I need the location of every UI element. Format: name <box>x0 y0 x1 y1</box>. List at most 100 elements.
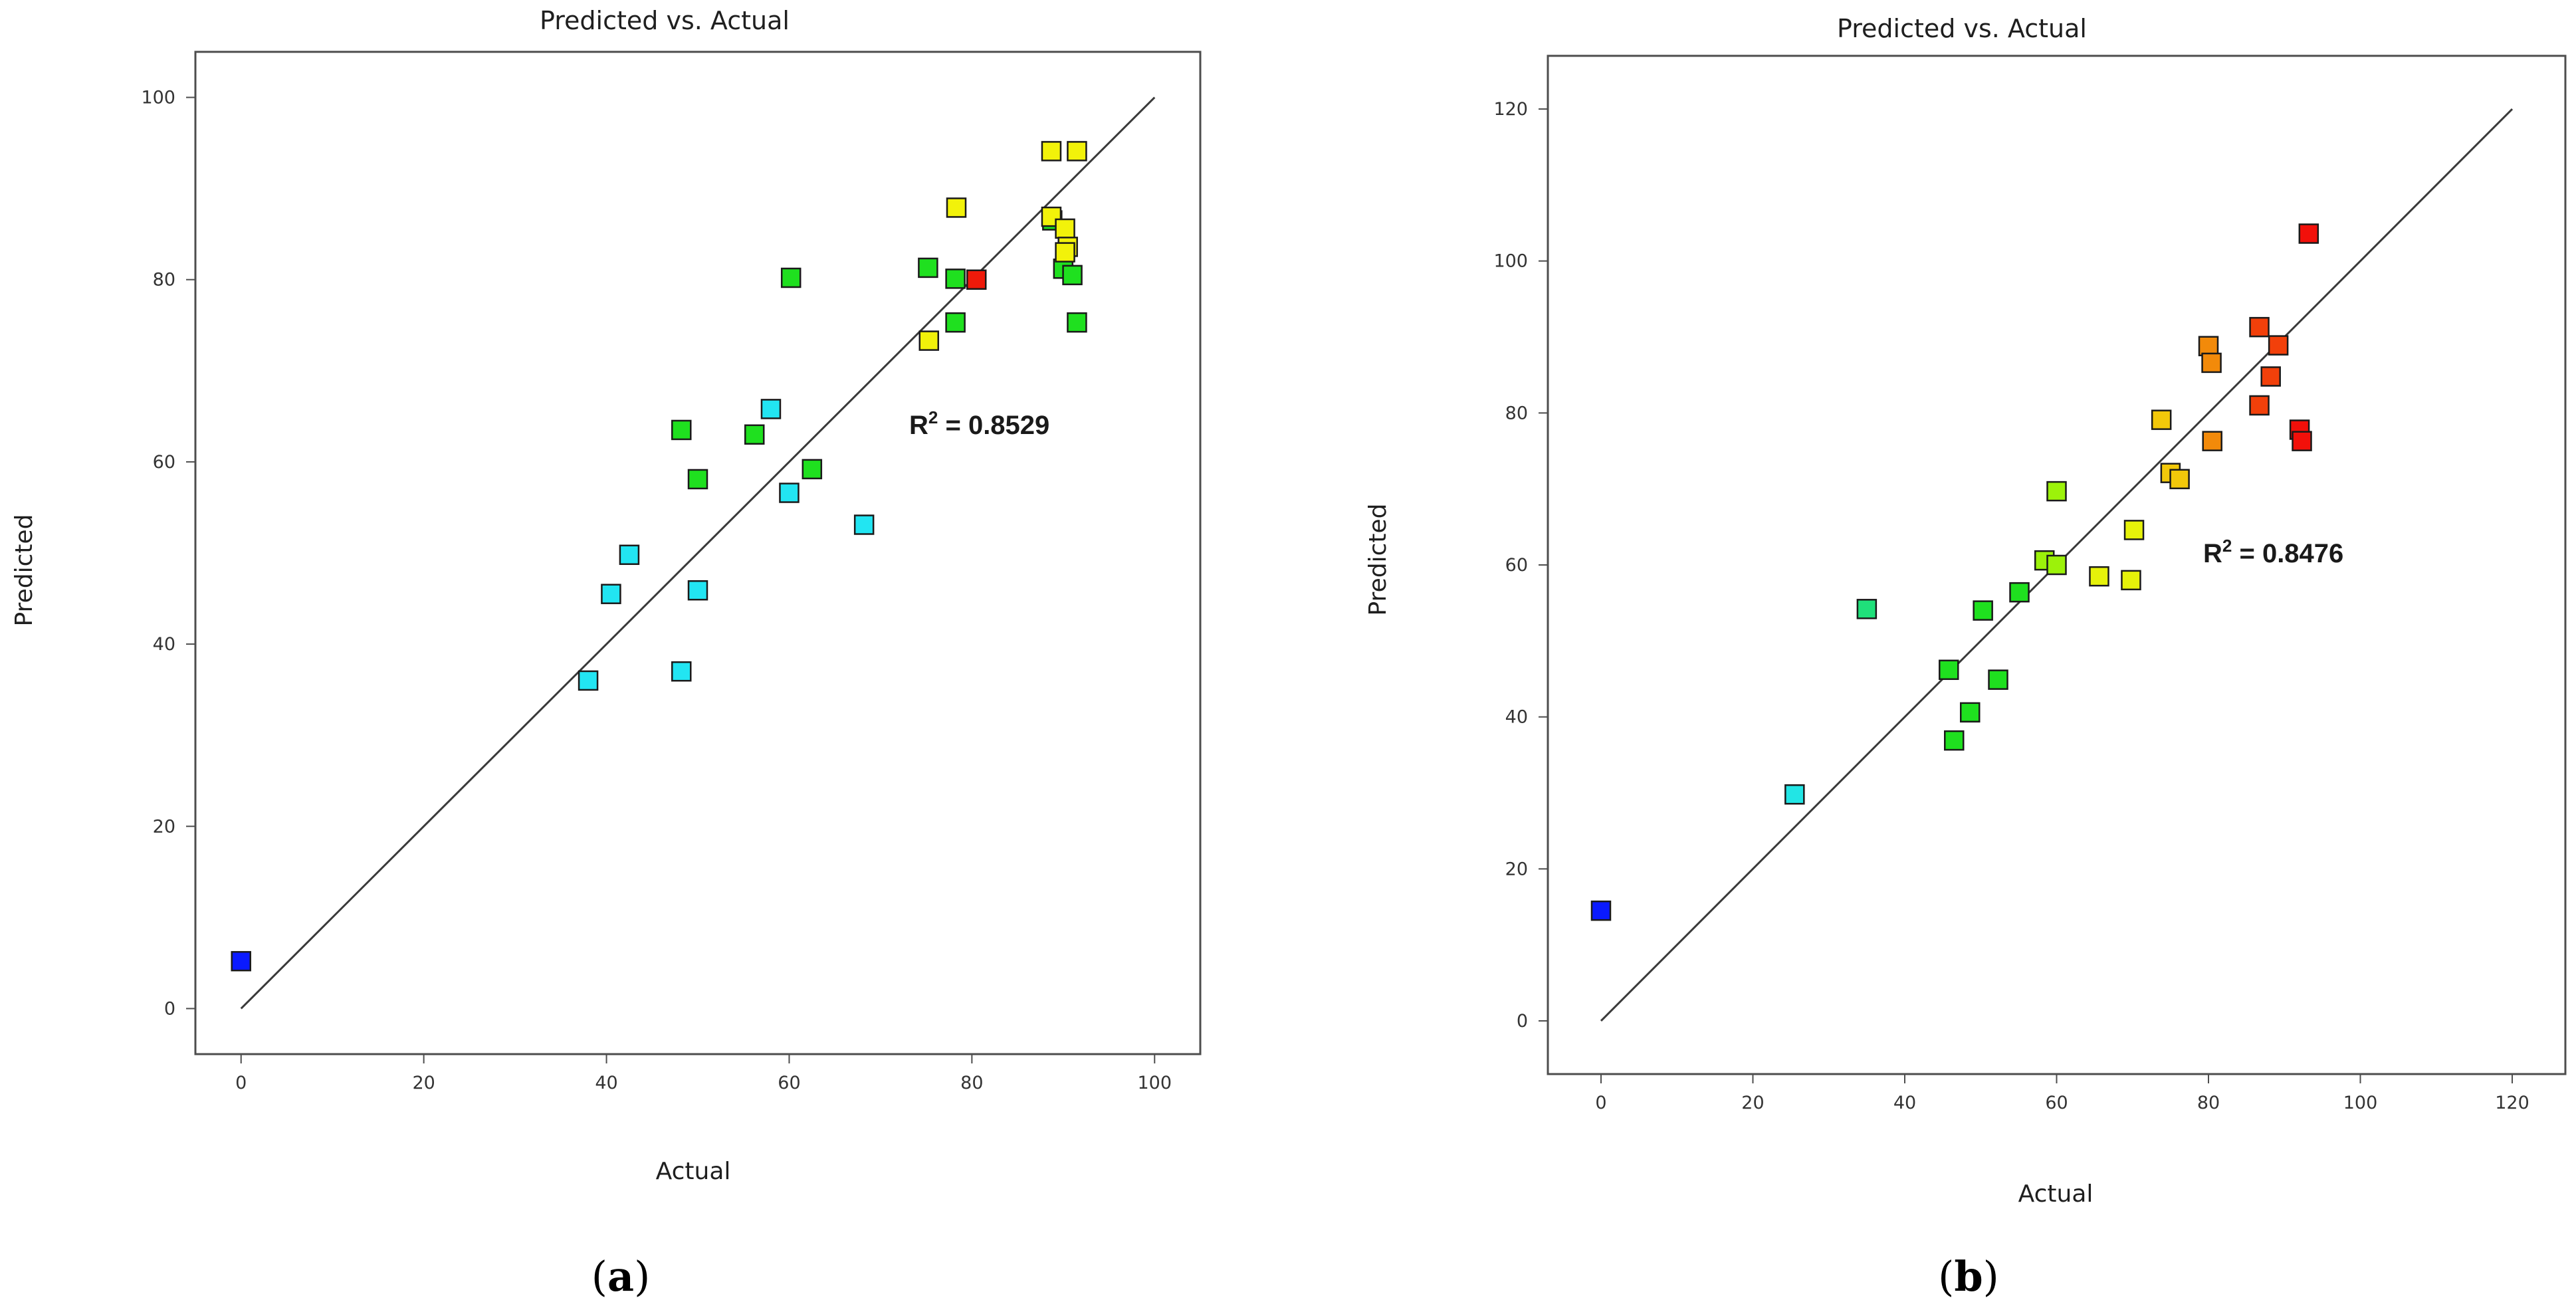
chart-a-title: Predicted vs. Actual <box>540 6 790 35</box>
chart-a-fit-line <box>240 96 1156 1010</box>
chart-b-data-point <box>1590 900 1612 921</box>
chart-a-r2-value: = 0.8529 <box>938 411 1049 440</box>
chart-a-data-point <box>1067 312 1087 333</box>
chart-a-x-tick-label: 80 <box>960 1073 983 1093</box>
chart-a-data-point <box>601 584 621 604</box>
chart-b-data-point <box>2089 566 2109 587</box>
chart-a-y-tick-label: 0 <box>164 998 175 1019</box>
chart-b-data-point <box>2123 520 2145 540</box>
chart-b-data-point <box>2202 431 2222 451</box>
chart-a-data-point <box>918 257 938 278</box>
chart-a-x-tick-label: 60 <box>778 1073 800 1093</box>
chart-b-y-tick-label: 60 <box>1505 555 1528 576</box>
chart-a-data-point <box>671 661 692 682</box>
chart-b-y-tick-label: 0 <box>1517 1011 1528 1032</box>
chart-a-y-tick-label: 40 <box>153 634 175 655</box>
chart-a-points <box>231 141 1087 972</box>
chart-b-data-point <box>2292 431 2312 451</box>
chart-b-x-tick-label: 60 <box>2045 1093 2068 1113</box>
chart-b-x-tick-label: 0 <box>1595 1093 1606 1113</box>
chart-b-data-point <box>2198 336 2219 356</box>
chart-a-data-point <box>1062 265 1083 286</box>
chart-a-data-point <box>1041 141 1062 162</box>
chart-b-data-point <box>2121 570 2141 591</box>
chart-b-data-point <box>1960 702 1981 723</box>
chart-a-data-point <box>619 544 640 565</box>
chart-a-data-point <box>578 670 599 691</box>
chart-a-data-point <box>945 269 966 289</box>
panel-label-b: (b) <box>1938 1252 1999 1301</box>
chart-a-data-point <box>779 483 800 503</box>
chart-b-data-point <box>1988 669 2008 690</box>
chart-a-data-point <box>760 399 782 419</box>
chart-a-data-point <box>687 580 708 601</box>
chart-b-data-point <box>2151 409 2172 430</box>
chart-panel-b: Predicted vs. Actual 0 20 40 60 80 100 120 0 20 4… <box>1364 14 2567 1301</box>
chart-a-x-tick-label: 40 <box>595 1073 617 1093</box>
chart-b-r2-prefix: R <box>2203 539 2222 568</box>
chart-b-points <box>1590 223 2319 921</box>
chart-b-x-tick-label: 20 <box>1741 1093 1764 1113</box>
chart-b-data-point <box>1944 730 1965 751</box>
chart-b-data-point <box>2201 352 2222 374</box>
chart-a-data-point <box>853 514 875 535</box>
chart-a-y-tick-label: 20 <box>153 816 175 837</box>
chart-a-x-axis-label: Actual <box>656 1158 731 1185</box>
chart-b-r2-value: = 0.8476 <box>2232 539 2343 568</box>
chart-b-data-point <box>2249 316 2270 338</box>
chart-b-data-point <box>2046 554 2067 576</box>
chart-b-y-tick-label: 100 <box>1493 251 1528 272</box>
chart-a-y-tick-label: 80 <box>153 270 175 290</box>
chart-b-r2-superscript: 2 <box>2222 536 2232 556</box>
chart-b-x-axis-label: Actual <box>2018 1180 2093 1208</box>
chart-b-y-tick-label: 120 <box>1493 99 1528 120</box>
chart-a-data-point <box>802 459 823 480</box>
chart-b-x-tick-label: 40 <box>1893 1093 1916 1113</box>
chart-a-data-point <box>945 312 966 333</box>
chart-b-data-point <box>2260 366 2281 387</box>
chart-b-data-point <box>2009 582 2030 603</box>
chart-b-y-tick-label: 80 <box>1505 403 1528 423</box>
chart-b-data-point <box>2046 481 2067 502</box>
chart-b-y-axis-label: Predicted <box>1364 504 1392 616</box>
chart-a-y-tick-label: 100 <box>141 88 175 108</box>
chart-b-x-tick-label: 100 <box>2343 1093 2378 1113</box>
chart-b-title: Predicted vs. Actual <box>1837 14 2087 43</box>
chart-a-r2-superscript: 2 <box>928 407 938 427</box>
chart-a-data-point <box>946 197 967 218</box>
chart-a-r2-annotation: R2 = 0.8529 <box>909 407 1049 440</box>
chart-a-y-tick-label: 60 <box>153 452 175 473</box>
chart-a-data-point <box>671 419 692 441</box>
chart-b-data-point <box>1856 599 1878 619</box>
chart-b-x-tick-label: 120 <box>2495 1093 2529 1113</box>
chart-a-r2-prefix: R <box>909 411 928 440</box>
chart-a-x-tick-label: 100 <box>1137 1073 1172 1093</box>
chart-b-data-point <box>1939 659 1959 681</box>
chart-b-data-point <box>1784 784 1805 805</box>
chart-b-data-point <box>2169 469 2190 490</box>
chart-a-x-tick-label: 20 <box>412 1073 435 1093</box>
chart-b-y-tick-label: 20 <box>1505 859 1528 879</box>
chart-b-y-tick-label: 40 <box>1505 707 1528 728</box>
chart-a-data-point <box>1055 218 1075 239</box>
chart-b-x-tick-label: 80 <box>2197 1093 2220 1113</box>
chart-b-data-point <box>2268 335 2289 356</box>
chart-b-data-point <box>2249 395 2270 416</box>
chart-a-data-point <box>744 424 765 445</box>
chart-b-data-point <box>2298 223 2319 244</box>
chart-a-y-axis-label: Predicted <box>11 514 38 627</box>
chart-b-ticks: 0 20 40 60 80 100 120 0 20 40 60 80 100 120 <box>1493 99 2529 1113</box>
chart-a-data-point <box>966 269 987 290</box>
chart-a-data-point <box>780 267 802 288</box>
chart-b-data-point <box>1973 600 1993 621</box>
chart-a-x-tick-label: 0 <box>235 1073 247 1093</box>
panel-label-b-letter: b <box>1954 1252 1983 1301</box>
chart-a-data-point <box>1067 141 1087 162</box>
chart-a-data-point <box>687 469 708 490</box>
panel-label-a: (a) <box>591 1252 651 1301</box>
chart-a-diagonal <box>240 96 1156 1010</box>
panel-label-a-letter: a <box>607 1252 634 1301</box>
chart-panel-a: Predicted vs. Actual 0 20 40 60 80 100 0 20 40 60… <box>11 6 1202 1301</box>
chart-b-r2-annotation: R2 = 0.8476 <box>2203 536 2343 568</box>
